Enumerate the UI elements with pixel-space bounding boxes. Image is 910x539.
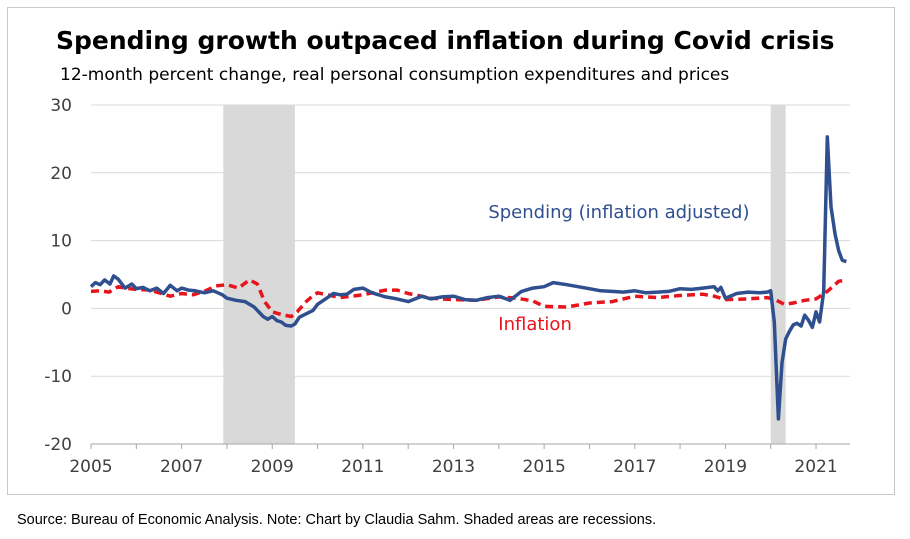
series-line-inflation: [90, 278, 847, 319]
recession-band-1: [223, 105, 295, 444]
x-tick-label: 2013: [432, 457, 475, 477]
x-tick-label: 2019: [704, 457, 747, 477]
x-tick-label: 2009: [251, 457, 294, 477]
gridlines: [91, 104, 850, 445]
annotation-spending: Spending (inflation adjusted): [488, 202, 749, 223]
series-lines: [89, 135, 847, 421]
y-tick-label: -10: [44, 367, 72, 387]
x-tick-label: 2011: [341, 457, 384, 477]
x-tick-label: 2017: [613, 457, 656, 477]
chart-subtitle: 12-month percent change, real personal c…: [60, 65, 729, 85]
recession-shading: [223, 105, 786, 444]
x-tick-label: 2007: [160, 457, 203, 477]
y-tick-label: -20: [44, 435, 72, 455]
y-tick-label: 30: [50, 96, 72, 116]
y-tick-label: 20: [50, 164, 72, 184]
series-line-spending: [89, 135, 847, 421]
y-axis: 30 20 10 0 -10 -20: [44, 96, 72, 455]
x-tick-label: 2005: [69, 457, 112, 477]
y-tick-label: 0: [61, 299, 72, 319]
source-note: Source: Bureau of Economic Analysis. Not…: [17, 512, 657, 528]
annotation-inflation: Inflation: [498, 314, 572, 335]
chart-title: Spending growth outpaced inflation durin…: [56, 26, 835, 55]
chart-frame: [7, 7, 895, 495]
x-axis: 2005 2007 2009 2011 2013 2015 2017 2019 2021: [69, 443, 850, 477]
y-tick-label: 10: [50, 232, 72, 252]
annotations: Spending (inflation adjusted) Inflation: [488, 202, 749, 335]
x-tick-label: 2015: [523, 457, 566, 477]
x-tick-label: 2021: [794, 457, 837, 477]
